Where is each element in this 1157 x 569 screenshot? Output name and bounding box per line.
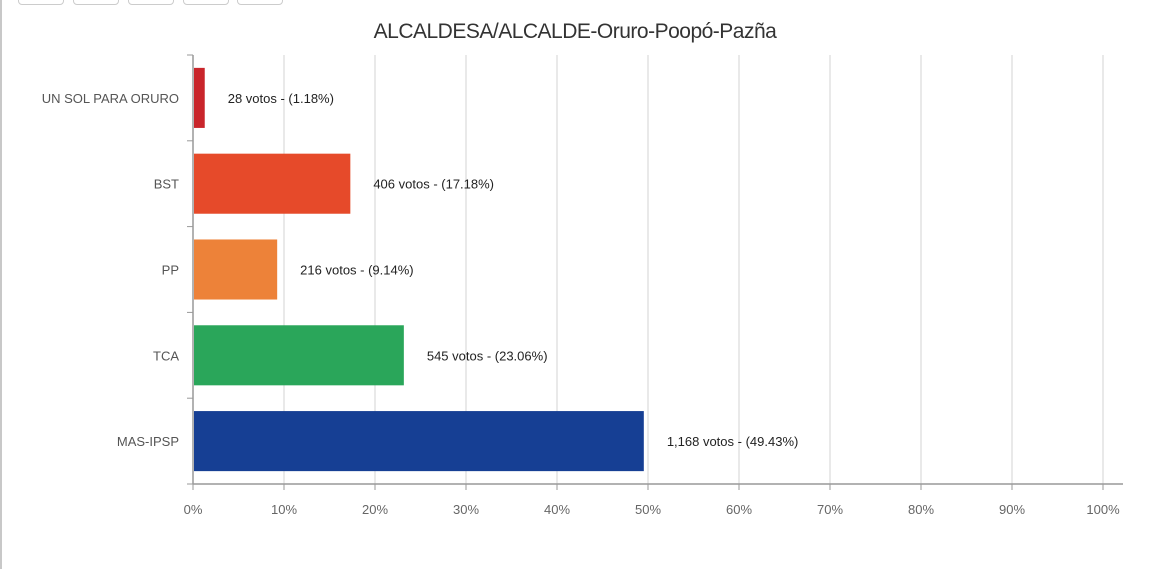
data-label: 28 votos - (1.18%) [228,91,334,106]
x-tick-label: 90% [999,502,1025,517]
x-tick-label: 60% [726,502,752,517]
data-label: 216 votos - (9.14%) [300,263,413,278]
x-tick-label: 10% [271,502,297,517]
toolbar-button[interactable] [128,0,174,5]
bar-tca [194,325,404,386]
toolbar-button[interactable] [18,0,64,5]
data-label: 406 votos - (17.18%) [373,177,494,192]
bar-un-sol-para-oruro [194,67,205,128]
x-tick-label: 80% [908,502,934,517]
x-tick-label: 30% [453,502,479,517]
category-label: UN SOL PARA ORURO [42,91,179,106]
x-tick-label: 0% [184,502,203,517]
toolbar-button[interactable] [183,0,229,5]
x-tick-label: 40% [544,502,570,517]
data-label: 545 votos - (23.06%) [427,348,548,363]
bar-bst [194,153,351,214]
window-border [0,0,2,569]
x-tick-label: 100% [1086,502,1120,517]
x-tick-label: 50% [635,502,661,517]
category-label: BST [154,177,179,192]
category-label: MAS-IPSP [117,434,179,449]
chart-title: ALCALDESA/ALCALDE-Oruro-Poopó-Pazña [374,20,778,43]
x-tick-label: 70% [817,502,843,517]
category-label: TCA [153,348,179,363]
toolbar-button[interactable] [237,0,283,5]
data-label: 1,168 votos - (49.43%) [667,434,799,449]
bar-pp [194,239,278,300]
x-tick-label: 20% [362,502,388,517]
toolbar-button[interactable] [73,0,119,5]
bar-mas-ipsp [194,411,644,472]
category-label: PP [162,263,179,278]
